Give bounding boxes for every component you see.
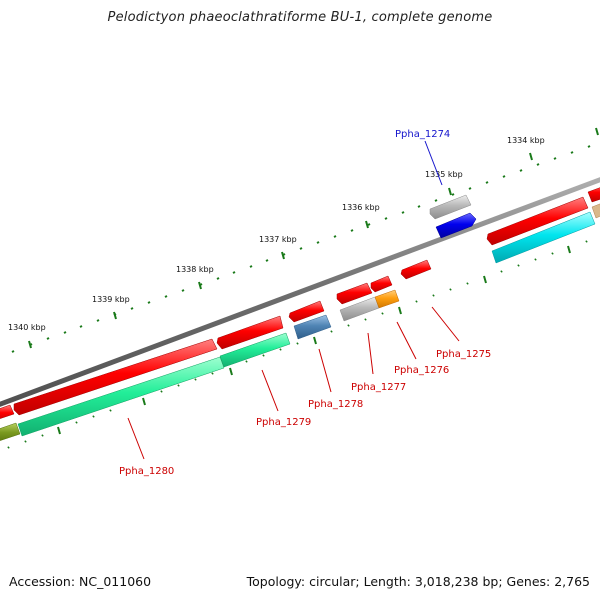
- cds-feature-left-edge[interactable]: [0, 404, 15, 422]
- gene-feature-right-edge[interactable]: [591, 200, 600, 219]
- gene-feature-ppha-1274[interactable]: [435, 212, 477, 239]
- kbp-label-1335: 1335 kbp: [425, 170, 463, 179]
- outer-ruler: [11, 145, 591, 353]
- outer-ruler-major-ticks: [28, 127, 599, 349]
- cds-feature-ppha-1275[interactable]: [400, 259, 432, 280]
- kbp-label-1338: 1338 kbp: [176, 265, 214, 274]
- gene-label-ppha-1277[interactable]: Ppha_1277: [351, 382, 406, 393]
- kbp-label-1340: 1340 kbp: [8, 323, 46, 332]
- callout-line-ppha-1274: [424, 140, 443, 186]
- callout-line-ppha-1278: [318, 348, 332, 393]
- cds-feature-right-edge[interactable]: [587, 184, 600, 203]
- gene-feature-ppha-1279[interactable]: [219, 332, 291, 368]
- kbp-label-1336: 1336 kbp: [342, 203, 380, 212]
- kbp-label-1339: 1339 kbp: [92, 295, 130, 304]
- cds-feature-ppha-1280[interactable]: [13, 338, 218, 416]
- cds-feature-ppha-1274[interactable]: [429, 194, 472, 220]
- gene-label-ppha-1274[interactable]: Ppha_1274: [395, 129, 450, 140]
- callout-line-ppha-1277: [367, 332, 374, 375]
- gene-label-ppha-1275[interactable]: Ppha_1275: [436, 349, 491, 360]
- cds-feature-ppha-1277[interactable]: [336, 282, 373, 305]
- gene-feature-left-edge[interactable]: [0, 422, 21, 444]
- kbp-label-1334: 1334 kbp: [507, 136, 545, 145]
- callout-line-ppha-1280: [127, 417, 145, 460]
- inner-ruler-major-ticks: [57, 245, 571, 435]
- cds-feature-ppha-1279[interactable]: [216, 315, 284, 350]
- callout-lines: [127, 140, 460, 460]
- cds-feature-right[interactable]: [486, 196, 589, 246]
- gene-feature-ppha-1280[interactable]: [17, 356, 225, 437]
- callout-line-ppha-1279: [261, 369, 279, 412]
- accession-text: Accession: NC_011060: [9, 574, 152, 589]
- gene-features: [0, 184, 600, 444]
- inner-ruler: [7, 240, 588, 449]
- gene-feature-right[interactable]: [491, 211, 596, 264]
- map-title: Pelodictyon phaeoclathratiforme BU-1, co…: [107, 10, 493, 25]
- gene-label-ppha-1280[interactable]: Ppha_1280: [119, 466, 174, 477]
- gene-label-ppha-1279[interactable]: Ppha_1279: [256, 417, 311, 428]
- callout-line-ppha-1275: [431, 306, 460, 342]
- gene-label-ppha-1278[interactable]: Ppha_1278: [308, 399, 363, 410]
- gene-feature-ppha-1278[interactable]: [293, 314, 332, 340]
- genome-summary-text: Topology: circular; Length: 3,018,238 bp…: [246, 574, 590, 589]
- cds-feature-ppha-1278[interactable]: [288, 300, 325, 323]
- gene-feature-ppha-1276[interactable]: [374, 289, 400, 309]
- callout-line-ppha-1276: [396, 321, 417, 360]
- gene-label-ppha-1276[interactable]: Ppha_1276: [394, 365, 449, 376]
- cds-feature-ppha-1276[interactable]: [370, 275, 393, 293]
- genome-backbone: [0, 177, 600, 407]
- kbp-label-1337: 1337 kbp: [259, 235, 297, 244]
